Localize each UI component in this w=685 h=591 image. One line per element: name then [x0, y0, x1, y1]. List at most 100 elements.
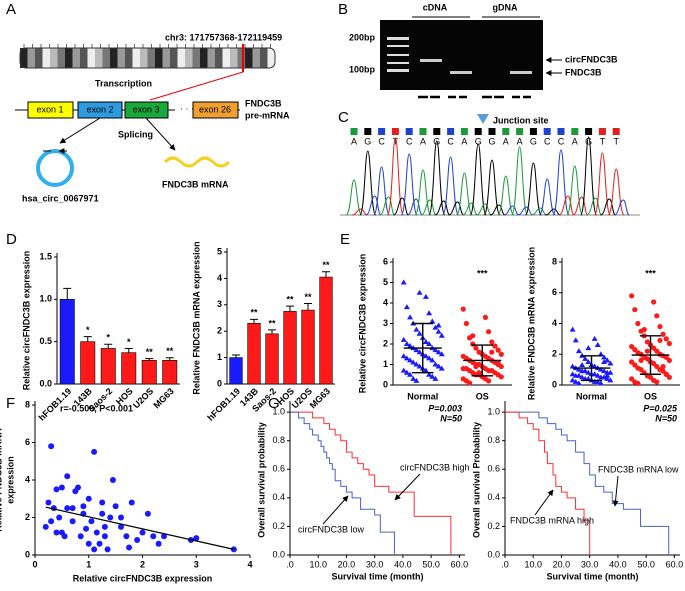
chromosome-band [57, 48, 65, 68]
bar [229, 357, 243, 385]
point [460, 306, 466, 312]
x-tick-label: 3 [194, 559, 199, 569]
point [489, 349, 495, 355]
trace-peak [607, 168, 625, 216]
y-tick-label: 0 [552, 379, 557, 389]
point [569, 363, 576, 369]
chromosome-band [245, 48, 253, 68]
significance: ** [146, 347, 154, 357]
y-axis-label: Relative circFNDC3B expression [357, 254, 367, 394]
point [663, 336, 669, 342]
error-bar [83, 336, 92, 342]
y-tick-label: 2 [552, 349, 557, 359]
base-letter: C [447, 136, 454, 146]
trace-peak [359, 150, 377, 216]
y-tick-label: 2 [25, 512, 30, 522]
base-square [571, 128, 579, 135]
base-square [598, 128, 606, 135]
trace-peak [428, 140, 446, 216]
arrow [59, 117, 101, 144]
base-letter: C [406, 136, 413, 146]
point [75, 484, 81, 491]
x-tick-label: 20.0 [338, 559, 356, 569]
point [432, 324, 439, 330]
error-bar [268, 329, 276, 334]
trace-peak [442, 156, 460, 216]
point [53, 486, 60, 493]
point [403, 369, 410, 375]
y-tick-label: 2 [383, 338, 388, 348]
point [101, 523, 108, 530]
point [134, 537, 141, 543]
point [413, 347, 420, 353]
chromosome-band [110, 48, 118, 68]
point [575, 348, 582, 354]
y-tick-label: 1 [383, 359, 388, 369]
trace-peak [469, 143, 487, 216]
trace-peak [483, 159, 501, 216]
significance: ** [268, 318, 276, 328]
point [400, 336, 407, 342]
x-tick-label: OS [644, 391, 657, 401]
significance: ** [166, 346, 174, 356]
y-tick-label: 0.5 [39, 336, 52, 346]
point [422, 367, 429, 373]
y-axis-label: Relative FNDC3B mRNA [0, 428, 3, 532]
trace-peak [455, 172, 473, 216]
trace-noise [420, 199, 437, 216]
significance: *** [477, 268, 488, 278]
chromosome-band [65, 48, 73, 68]
point [422, 293, 429, 299]
base-square [419, 128, 427, 135]
base-square [433, 128, 441, 135]
y-tick-label: 4 [217, 273, 222, 283]
pre-mrna-label: FNDC3B [245, 98, 282, 108]
point [498, 363, 504, 370]
base-square [557, 128, 565, 135]
trace-noise [600, 198, 616, 216]
survival-curve [290, 411, 395, 555]
point [139, 529, 146, 536]
point [572, 337, 579, 343]
point [400, 367, 407, 373]
chromosome-band [27, 48, 35, 68]
gel-group: gDNA [493, 2, 518, 12]
trace-noise [434, 200, 451, 216]
x-tick-label: 1 [86, 559, 91, 569]
trace-noise [476, 203, 492, 216]
x-tick-label: 30.0 [366, 559, 384, 569]
base-letter: T [600, 136, 606, 146]
chromosome-band [87, 48, 95, 68]
point [407, 343, 414, 349]
x-tick-label: .0 [286, 559, 294, 569]
point [48, 443, 55, 450]
trace-peak [345, 179, 363, 216]
point [597, 366, 604, 372]
y-tick-label: 5 [217, 246, 222, 256]
point [492, 343, 498, 349]
y-tick-label: 0.6 [487, 464, 500, 474]
point [413, 326, 420, 332]
point [416, 289, 423, 295]
point [56, 514, 63, 521]
y-tick-label: 2 [217, 326, 222, 336]
point [666, 357, 672, 363]
x-tick-label: Normal [576, 391, 607, 401]
trace-peak [373, 166, 391, 216]
chromosome-band [140, 48, 148, 68]
chromosome-band [95, 48, 103, 68]
point [426, 355, 433, 361]
point [88, 518, 95, 525]
x-tick-label: 0 [32, 559, 37, 569]
trace-noise [503, 205, 519, 216]
junction-marker [477, 114, 489, 124]
label-arrow [394, 473, 421, 501]
marker-label: 100bp [349, 64, 376, 74]
point [53, 529, 60, 536]
exon-label: exon 1 [36, 104, 63, 114]
chromosome-band [72, 48, 80, 68]
trace-peak [593, 152, 611, 216]
bar [141, 359, 157, 385]
circ-label: hsa_circ_0067971 [22, 193, 99, 203]
